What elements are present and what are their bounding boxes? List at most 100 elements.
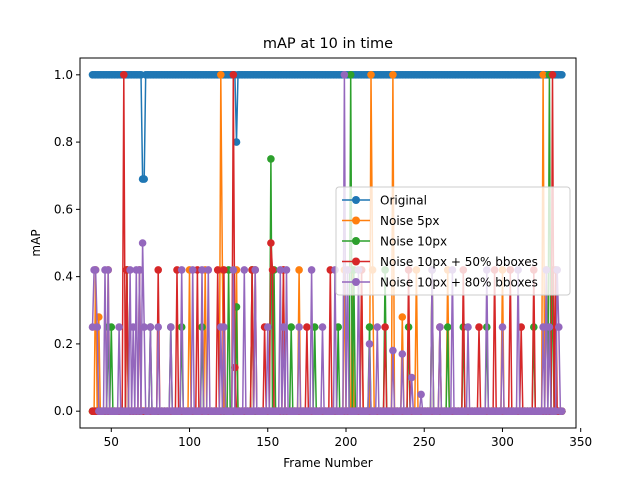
data-point <box>303 323 311 331</box>
y-tick-label: 1.0 <box>54 68 73 82</box>
data-point <box>188 266 197 274</box>
data-point <box>398 313 407 321</box>
data-point <box>475 323 483 331</box>
legend-marker <box>352 196 360 204</box>
data-point <box>545 323 554 331</box>
data-point <box>120 71 128 79</box>
chart-title: mAP at 10 in time <box>263 36 393 52</box>
data-point <box>229 266 238 274</box>
data-point <box>264 323 272 331</box>
x-tick-label: 50 <box>104 435 119 449</box>
data-point <box>555 323 563 331</box>
legend-marker <box>352 257 360 266</box>
data-point <box>279 323 288 331</box>
data-point <box>267 155 275 163</box>
data-point <box>295 266 303 274</box>
data-point <box>91 266 100 274</box>
data-point <box>167 323 175 331</box>
data-point <box>558 71 566 79</box>
plot-area-frame <box>79 57 577 429</box>
data-point <box>558 407 566 416</box>
data-point <box>268 266 277 274</box>
data-point <box>138 239 147 247</box>
x-tick-label: 350 <box>569 435 592 449</box>
data-point <box>365 323 374 331</box>
x-tick-label: 300 <box>491 435 514 449</box>
data-point <box>198 266 206 274</box>
data-point <box>154 323 162 331</box>
data-point <box>129 323 137 331</box>
data-point <box>373 323 382 331</box>
data-point <box>126 266 134 274</box>
data-point <box>154 266 162 274</box>
y-tick-label: 0.6 <box>54 202 73 216</box>
data-point <box>287 323 296 331</box>
legend: Original Noise 5px Noise 10px Noise 10px + … <box>335 186 571 296</box>
data-point <box>220 266 228 274</box>
y-axis: 0.0 0.2 0.4 0.6 0.8 1.0 <box>54 68 80 418</box>
data-point <box>213 266 222 274</box>
y-tick-label: 0.0 <box>54 404 73 418</box>
data-point <box>367 71 375 79</box>
data-point <box>251 266 259 274</box>
data-point <box>229 71 238 79</box>
y-tick-label: 0.4 <box>54 270 73 284</box>
data-point <box>240 266 249 274</box>
legend-label: Original <box>380 194 427 208</box>
data-point <box>276 266 285 274</box>
x-tick-label: 100 <box>178 435 201 449</box>
data-point <box>217 71 225 79</box>
data-point <box>220 323 228 331</box>
legend-label: Noise 10px + 80% bboxes <box>380 276 538 290</box>
data-point <box>204 266 213 274</box>
legend-marker <box>352 216 360 225</box>
data-point <box>389 71 397 79</box>
data-point <box>140 323 148 331</box>
y-tick-label: 0.8 <box>54 135 73 149</box>
data-point <box>548 71 557 79</box>
plot-series-group <box>88 71 566 416</box>
x-tick-label: 250 <box>413 435 436 449</box>
data-point <box>407 373 416 382</box>
legend-box <box>335 186 571 296</box>
data-point <box>381 323 389 331</box>
x-axis-label: Frame Number <box>283 456 372 470</box>
data-point <box>436 323 444 331</box>
data-point <box>93 323 101 331</box>
data-point <box>177 266 186 274</box>
legend-label: Noise 10px + 50% bboxes <box>380 255 538 269</box>
data-point <box>140 175 148 183</box>
data-point <box>340 71 349 79</box>
data-point <box>443 323 452 331</box>
x-axis: 50 100 150 200 250 300 350 <box>104 428 592 449</box>
data-point <box>307 266 316 274</box>
legend-label: Noise 5px <box>380 214 439 228</box>
data-point <box>539 323 547 331</box>
data-point <box>417 390 425 399</box>
legend-marker <box>352 278 360 286</box>
y-tick-label: 0.2 <box>54 337 73 351</box>
data-point <box>146 323 155 331</box>
data-point <box>115 323 123 331</box>
x-tick-label: 150 <box>256 435 279 449</box>
data-point <box>318 323 327 331</box>
y-axis-label: mAP <box>29 229 43 256</box>
data-point <box>464 323 472 331</box>
data-point <box>539 71 547 79</box>
data-point <box>295 323 303 331</box>
x-tick-label: 200 <box>335 435 358 449</box>
data-point <box>104 266 112 274</box>
series-5 <box>88 71 566 416</box>
data-point <box>398 350 407 358</box>
data-point <box>346 71 355 79</box>
data-point <box>267 239 275 247</box>
legend-label: Noise 10px <box>380 235 447 249</box>
data-point <box>389 346 397 355</box>
data-point <box>282 266 291 274</box>
data-point <box>232 138 241 146</box>
legend-marker <box>352 237 360 245</box>
data-point <box>365 340 374 348</box>
data-point <box>498 323 507 331</box>
data-point <box>135 266 144 274</box>
